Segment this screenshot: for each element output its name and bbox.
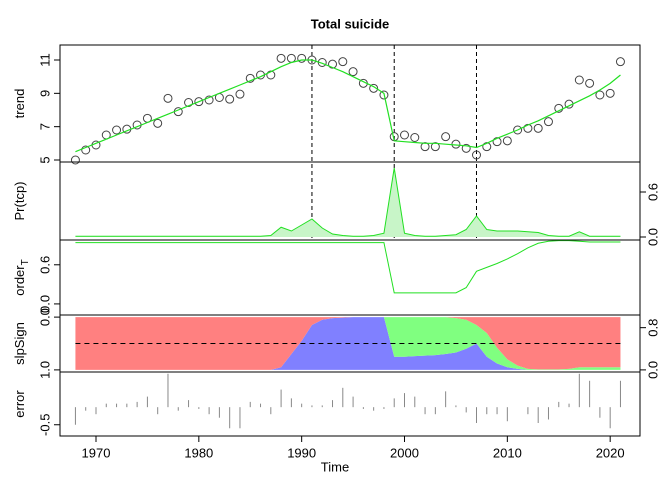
slope-sign-area [75,317,621,370]
data-point [543,117,553,127]
data-point [595,90,605,100]
data-point [184,98,194,107]
data-point [286,53,296,63]
data-point [194,97,204,107]
data-point [492,137,502,147]
y-axis-label-text: order [12,265,27,296]
data-point [338,57,348,67]
x-tick-label: 1970 [82,445,111,460]
data-point [235,89,245,99]
y-axis-label-subscript: T [20,259,31,265]
data-point [328,59,338,69]
data-point [585,78,595,88]
data-point [451,139,461,149]
y-tick-label: 0.8 [645,319,660,337]
panel-frame [59,239,641,316]
y-tick-label: -0.5 [37,414,52,436]
y-tick-label: 0.0 [645,361,660,379]
y-tick-label: 0.0 [645,228,660,246]
data-point [502,136,512,146]
data-point [533,123,543,133]
data-point [410,133,420,142]
data-point [574,75,584,85]
order-line [75,240,621,294]
data-point [81,145,91,155]
y-axis-label: slpSign [12,322,27,365]
data-point [513,125,523,135]
y-tick-label: 0.0 [37,295,52,313]
data-point [163,93,173,103]
y-tick-label: 0.6 [37,256,52,274]
data-point [245,73,255,83]
data-point [225,94,235,104]
y-tick-label: 0.0 [37,308,52,326]
data-point [461,143,471,153]
data-point [204,95,214,105]
chart-title: Total suicide [311,16,390,31]
y-tick-label: 0.6 [645,183,660,201]
data-point [605,88,615,98]
trend-line [75,59,621,153]
data-point [420,142,430,152]
data-point [153,118,163,128]
y-axis-label: orderT [12,259,30,295]
x-axis-label: Time [321,459,349,474]
x-tick-label: 1990 [287,445,316,460]
data-point [369,83,379,93]
data-point [430,142,440,152]
y-tick-label: 9 [37,90,52,97]
y-tick-label: 11 [37,53,52,67]
y-tick-label: 7 [37,123,52,130]
y-axis-label: error [12,390,27,418]
panel-frame [59,44,641,163]
data-point [348,67,358,77]
y-axis-label: trend [12,89,27,119]
y-axis-label-text: trend [12,89,27,119]
data-point [471,150,481,160]
y-tick-label: 5 [37,156,52,163]
x-tick-label: 2020 [596,445,625,460]
x-tick-label: 2000 [390,445,419,460]
y-axis-label-text: error [12,390,27,418]
data-point [276,53,286,63]
probability-area [75,168,621,237]
data-point [400,130,410,140]
panel-frame [59,161,641,241]
data-point [615,57,625,67]
data-point [379,90,389,100]
probability-line [75,167,621,237]
y-axis-label-text: Pr(tcp) [12,182,27,221]
x-tick-label: 2010 [493,445,522,460]
data-point [523,123,533,133]
y-axis-label: Pr(tcp) [12,182,27,221]
data-point [441,132,451,142]
data-point [297,53,307,63]
y-axis-label-text: slpSign [12,322,27,365]
data-point [112,125,122,135]
data-point [70,155,80,165]
y-tick-label: 1.0 [37,361,52,379]
x-tick-label: 1980 [184,445,213,460]
panel-frame [59,371,641,437]
